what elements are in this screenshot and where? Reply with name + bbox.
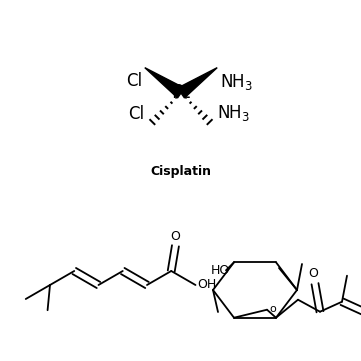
Polygon shape <box>145 68 184 98</box>
Text: O: O <box>170 230 180 243</box>
Text: O: O <box>308 267 318 280</box>
Text: Cl: Cl <box>126 71 142 90</box>
Text: o: o <box>269 304 276 314</box>
Text: HO: HO <box>211 264 230 277</box>
Text: NH$_3$: NH$_3$ <box>220 71 253 92</box>
Text: Pt: Pt <box>171 83 191 103</box>
Text: Cl: Cl <box>129 105 144 123</box>
Text: NH$_3$: NH$_3$ <box>217 103 251 123</box>
Text: OH: OH <box>197 278 217 291</box>
Polygon shape <box>178 68 217 98</box>
Text: Cisplatin: Cisplatin <box>151 165 212 178</box>
